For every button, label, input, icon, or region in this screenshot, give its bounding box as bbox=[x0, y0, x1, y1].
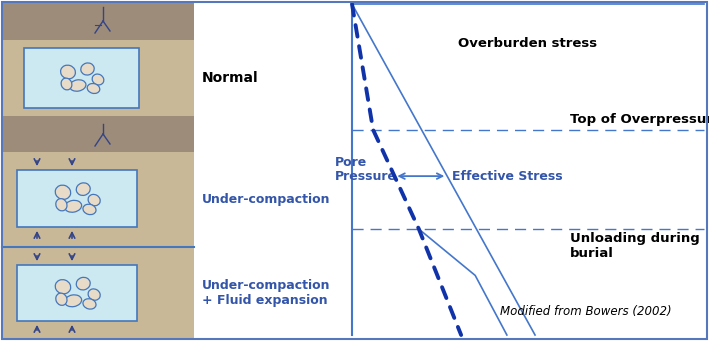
Text: Overburden stress: Overburden stress bbox=[457, 37, 597, 50]
Ellipse shape bbox=[87, 84, 100, 93]
Ellipse shape bbox=[77, 277, 90, 290]
Ellipse shape bbox=[55, 185, 71, 199]
Ellipse shape bbox=[61, 78, 72, 90]
Bar bbox=[17, 265, 137, 321]
Bar bbox=[2, 40, 194, 116]
Bar bbox=[2, 152, 194, 247]
Text: Top of Overpressure: Top of Overpressure bbox=[570, 113, 709, 127]
Text: Normal: Normal bbox=[202, 71, 259, 85]
Ellipse shape bbox=[56, 293, 67, 305]
Bar bbox=[2, 2, 194, 40]
Ellipse shape bbox=[65, 295, 82, 307]
Ellipse shape bbox=[92, 74, 104, 85]
Ellipse shape bbox=[56, 198, 67, 211]
Ellipse shape bbox=[69, 80, 86, 91]
Text: Under-compaction: Under-compaction bbox=[202, 193, 330, 206]
Bar bbox=[24, 48, 139, 108]
Bar bbox=[2, 116, 194, 152]
Ellipse shape bbox=[83, 299, 96, 309]
Ellipse shape bbox=[81, 63, 94, 75]
Ellipse shape bbox=[88, 289, 100, 300]
Text: Under-compaction
+ Fluid expansion: Under-compaction + Fluid expansion bbox=[202, 279, 330, 307]
Text: Unloading during
burial: Unloading during burial bbox=[570, 232, 700, 260]
Text: Pore
Pressure: Pore Pressure bbox=[335, 155, 396, 183]
Ellipse shape bbox=[65, 201, 82, 212]
Ellipse shape bbox=[60, 65, 75, 79]
Text: Modified from Bowers (2002): Modified from Bowers (2002) bbox=[500, 305, 671, 318]
Bar bbox=[17, 170, 137, 227]
Ellipse shape bbox=[55, 280, 71, 294]
Ellipse shape bbox=[77, 183, 90, 195]
Bar bbox=[2, 247, 194, 339]
Ellipse shape bbox=[88, 194, 100, 206]
Ellipse shape bbox=[83, 204, 96, 214]
Text: Effective Stress: Effective Stress bbox=[452, 169, 563, 183]
